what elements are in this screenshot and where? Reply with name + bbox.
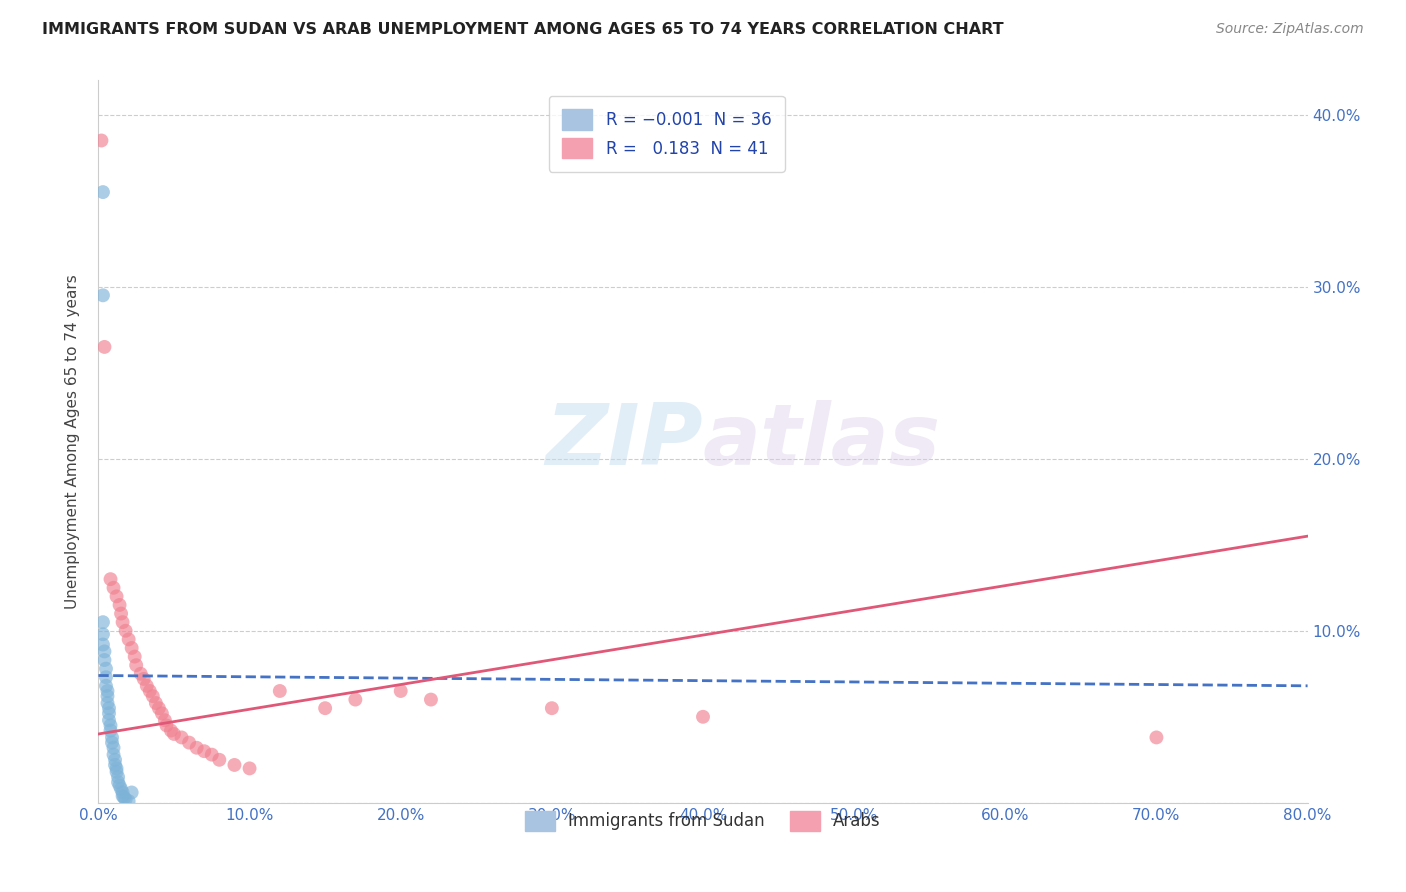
- Point: [91, 615, 114, 630]
- Point: [101, 731, 124, 745]
- Point: [139, 684, 162, 698]
- Point: [179, 735, 201, 749]
- Point: [93, 653, 115, 667]
- Text: ZIP: ZIP: [546, 400, 703, 483]
- Point: [111, 789, 134, 803]
- Text: atlas: atlas: [703, 400, 941, 483]
- Point: [420, 692, 443, 706]
- Point: [107, 770, 129, 784]
- Point: [91, 288, 114, 302]
- Point: [118, 632, 141, 647]
- Point: [129, 666, 152, 681]
- Point: [105, 590, 128, 604]
- Point: [100, 718, 122, 732]
- Text: Source: ZipAtlas.com: Source: ZipAtlas.com: [1216, 22, 1364, 37]
- Point: [94, 679, 117, 693]
- Point: [103, 581, 125, 595]
- Point: [103, 747, 125, 762]
- Point: [121, 785, 143, 799]
- Point: [314, 701, 336, 715]
- Point: [118, 794, 141, 808]
- Point: [104, 753, 127, 767]
- Point: [94, 662, 117, 676]
- Point: [91, 627, 114, 641]
- Point: [125, 658, 148, 673]
- Point: [186, 740, 208, 755]
- Point: [142, 689, 165, 703]
- Point: [163, 727, 186, 741]
- Point: [107, 775, 129, 789]
- Point: [1144, 731, 1167, 745]
- Point: [94, 670, 117, 684]
- Point: [111, 785, 134, 799]
- Point: [114, 792, 136, 806]
- Point: [110, 607, 132, 621]
- Point: [135, 679, 157, 693]
- Point: [193, 744, 215, 758]
- Point: [389, 684, 412, 698]
- Y-axis label: Unemployment Among Ages 65 to 74 years: Unemployment Among Ages 65 to 74 years: [65, 274, 80, 609]
- Text: IMMIGRANTS FROM SUDAN VS ARAB UNEMPLOYMENT AMONG AGES 65 TO 74 YEARS CORRELATION: IMMIGRANTS FROM SUDAN VS ARAB UNEMPLOYME…: [42, 22, 1004, 37]
- Point: [111, 615, 134, 630]
- Point: [132, 672, 155, 686]
- Point: [100, 572, 122, 586]
- Point: [160, 723, 183, 738]
- Point: [155, 718, 177, 732]
- Point: [93, 340, 115, 354]
- Point: [108, 598, 131, 612]
- Point: [98, 706, 121, 721]
- Point: [101, 735, 124, 749]
- Point: [153, 713, 176, 727]
- Point: [692, 710, 714, 724]
- Point: [145, 696, 167, 710]
- Point: [224, 758, 246, 772]
- Point: [540, 701, 562, 715]
- Point: [91, 638, 114, 652]
- Point: [96, 689, 118, 703]
- Point: [90, 133, 112, 147]
- Point: [91, 185, 114, 199]
- Point: [108, 779, 131, 793]
- Point: [110, 782, 132, 797]
- Point: [98, 701, 121, 715]
- Point: [98, 713, 121, 727]
- Point: [124, 649, 146, 664]
- Point: [104, 758, 127, 772]
- Point: [239, 761, 262, 775]
- Point: [112, 790, 135, 805]
- Point: [208, 753, 231, 767]
- Point: [170, 731, 193, 745]
- Point: [148, 701, 170, 715]
- Point: [201, 747, 224, 762]
- Point: [93, 644, 115, 658]
- Point: [105, 761, 128, 775]
- Point: [150, 706, 173, 721]
- Point: [121, 640, 143, 655]
- Point: [100, 723, 122, 738]
- Point: [344, 692, 367, 706]
- Point: [269, 684, 291, 698]
- Point: [114, 624, 136, 638]
- Legend: Immigrants from Sudan, Arabs: Immigrants from Sudan, Arabs: [519, 805, 887, 838]
- Point: [103, 740, 125, 755]
- Point: [105, 764, 128, 779]
- Point: [96, 684, 118, 698]
- Point: [96, 696, 118, 710]
